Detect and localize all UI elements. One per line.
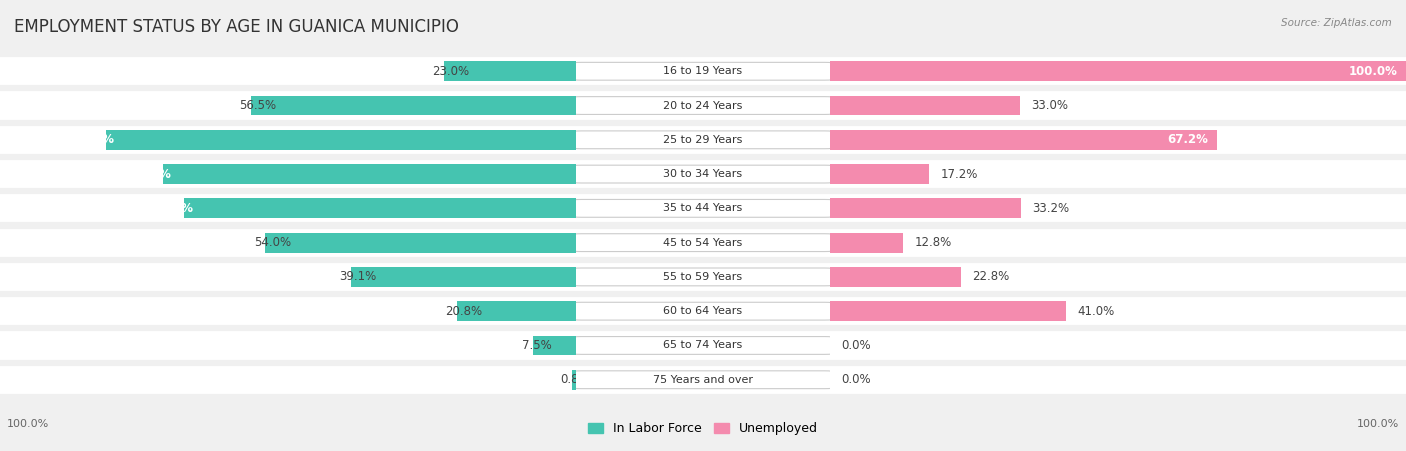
Text: 22.8%: 22.8% <box>973 271 1010 283</box>
Text: 35 to 44 Years: 35 to 44 Years <box>664 203 742 213</box>
Bar <box>830 124 1406 156</box>
Text: 41.0%: 41.0% <box>1077 305 1115 318</box>
Text: 100.0%: 100.0% <box>1357 419 1399 429</box>
FancyBboxPatch shape <box>571 97 835 115</box>
Bar <box>830 301 1066 321</box>
Text: 17.2%: 17.2% <box>941 168 977 180</box>
Text: 25 to 29 Years: 25 to 29 Years <box>664 135 742 145</box>
Bar <box>576 329 830 362</box>
FancyBboxPatch shape <box>571 62 835 80</box>
Text: 100.0%: 100.0% <box>7 419 49 429</box>
Bar <box>0 192 576 225</box>
Bar <box>576 364 830 396</box>
Bar <box>576 158 830 190</box>
Text: 0.8%: 0.8% <box>561 373 591 386</box>
Bar <box>576 124 830 156</box>
FancyBboxPatch shape <box>571 302 835 320</box>
Text: 67.2%: 67.2% <box>1167 133 1208 146</box>
Bar <box>0 55 576 87</box>
Bar <box>830 61 1406 81</box>
Bar <box>266 233 576 253</box>
Bar <box>0 124 576 156</box>
Text: 45 to 54 Years: 45 to 54 Years <box>664 238 742 248</box>
Text: 65 to 74 Years: 65 to 74 Years <box>664 341 742 350</box>
Bar <box>830 261 1406 293</box>
FancyBboxPatch shape <box>571 199 835 217</box>
FancyBboxPatch shape <box>571 336 835 354</box>
FancyBboxPatch shape <box>571 268 835 286</box>
Bar <box>830 158 1406 190</box>
Bar <box>352 267 576 287</box>
Text: 56.5%: 56.5% <box>239 99 277 112</box>
Bar <box>457 301 576 321</box>
Text: 54.0%: 54.0% <box>253 236 291 249</box>
Text: 16 to 19 Years: 16 to 19 Years <box>664 66 742 76</box>
Bar <box>576 226 830 259</box>
Text: 39.1%: 39.1% <box>339 271 377 283</box>
Bar <box>0 226 576 259</box>
Bar <box>830 130 1218 150</box>
Bar <box>184 198 576 218</box>
Text: Source: ZipAtlas.com: Source: ZipAtlas.com <box>1281 18 1392 28</box>
FancyBboxPatch shape <box>571 234 835 252</box>
Text: 75 Years and over: 75 Years and over <box>652 375 754 385</box>
Text: 30 to 34 Years: 30 to 34 Years <box>664 169 742 179</box>
Bar <box>0 329 576 362</box>
Bar <box>576 192 830 225</box>
Bar <box>576 55 830 87</box>
Legend: In Labor Force, Unemployed: In Labor Force, Unemployed <box>583 417 823 440</box>
Bar <box>576 295 830 327</box>
Bar <box>830 89 1406 122</box>
Bar <box>830 233 903 253</box>
Bar <box>444 61 576 81</box>
Bar <box>0 364 576 396</box>
Text: 100.0%: 100.0% <box>1348 65 1398 78</box>
Text: EMPLOYMENT STATUS BY AGE IN GUANICA MUNICIPIO: EMPLOYMENT STATUS BY AGE IN GUANICA MUNI… <box>14 18 458 36</box>
Bar <box>830 55 1406 87</box>
Text: 0.0%: 0.0% <box>841 339 870 352</box>
Bar <box>0 295 576 327</box>
Text: 20.8%: 20.8% <box>446 305 482 318</box>
Text: 20 to 24 Years: 20 to 24 Years <box>664 101 742 110</box>
Bar <box>105 130 576 150</box>
Bar <box>830 364 1406 396</box>
Bar <box>830 96 1019 115</box>
Bar <box>830 192 1406 225</box>
Bar <box>830 164 929 184</box>
Text: 60 to 64 Years: 60 to 64 Years <box>664 306 742 316</box>
Bar <box>830 226 1406 259</box>
Bar <box>576 89 830 122</box>
Text: 81.6%: 81.6% <box>73 133 115 146</box>
Bar <box>830 329 1406 362</box>
Text: 7.5%: 7.5% <box>522 339 551 352</box>
Bar <box>576 261 830 293</box>
Text: 0.0%: 0.0% <box>841 373 870 386</box>
Bar <box>830 198 1021 218</box>
Text: 71.8%: 71.8% <box>131 168 172 180</box>
FancyBboxPatch shape <box>571 371 835 389</box>
Text: 68.0%: 68.0% <box>152 202 193 215</box>
Text: 12.8%: 12.8% <box>915 236 952 249</box>
Bar <box>163 164 576 184</box>
Bar <box>0 261 576 293</box>
Bar <box>830 295 1406 327</box>
Bar <box>250 96 576 115</box>
Bar <box>0 89 576 122</box>
FancyBboxPatch shape <box>571 131 835 149</box>
Bar <box>830 267 960 287</box>
Text: 23.0%: 23.0% <box>432 65 470 78</box>
Bar <box>572 370 576 390</box>
Text: 55 to 59 Years: 55 to 59 Years <box>664 272 742 282</box>
Text: 33.0%: 33.0% <box>1032 99 1069 112</box>
Bar <box>533 336 576 355</box>
Text: 33.2%: 33.2% <box>1032 202 1070 215</box>
FancyBboxPatch shape <box>571 165 835 183</box>
Bar <box>0 158 576 190</box>
